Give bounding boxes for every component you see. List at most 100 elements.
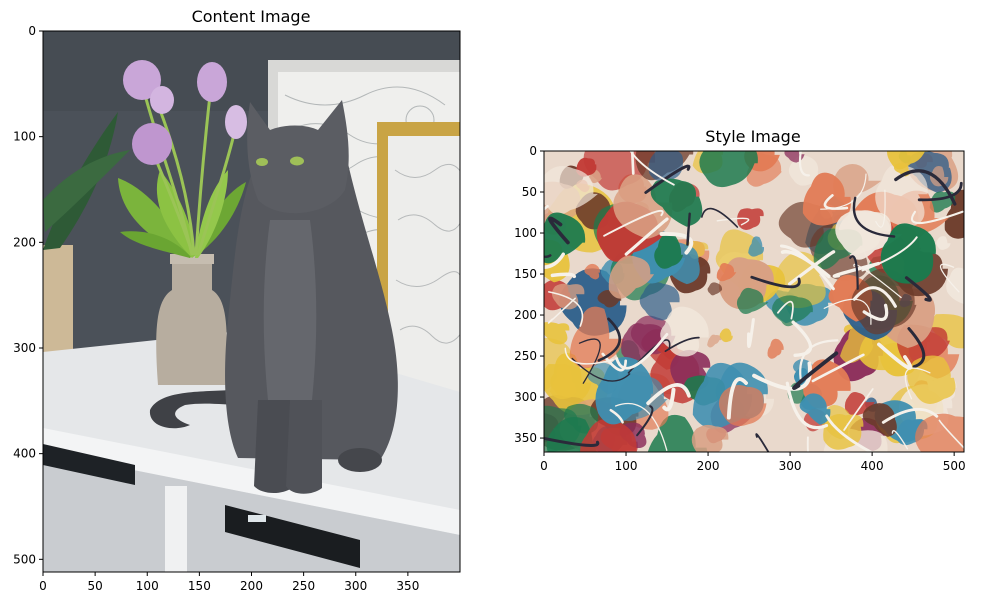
style-blob [584, 263, 600, 280]
tulips [123, 60, 247, 165]
style-x-tick-label: 200 [697, 459, 720, 473]
style-abstract-shapes [544, 151, 964, 452]
content-x-ticks: 0 50 100 150 200 250 300 350 [39, 572, 419, 593]
style-blob [691, 424, 729, 452]
style-stroke [662, 387, 676, 412]
style-stroke [862, 303, 889, 322]
style-blob [544, 166, 598, 215]
cat-tail [149, 390, 240, 429]
style-y-tick-label: 300 [514, 390, 537, 404]
style-stroke [852, 286, 897, 308]
style-y-tick-label: 0 [529, 144, 537, 158]
style-blob [544, 322, 570, 345]
style-stroke [785, 381, 829, 430]
style-blob [835, 210, 892, 255]
style-blob [936, 236, 951, 250]
style-blob [699, 151, 758, 188]
content-x-tick-label: 300 [344, 579, 367, 593]
style-blob [608, 255, 655, 299]
style-y-tick-label: 350 [514, 431, 537, 445]
cat [149, 100, 398, 494]
style-stroke [881, 407, 939, 424]
style-blob [930, 314, 964, 349]
style-blob [707, 334, 722, 348]
flower-leaves [118, 170, 246, 258]
style-blob [736, 287, 769, 315]
style-blob [915, 413, 964, 452]
style-blob [946, 267, 964, 305]
flower-stems [143, 94, 237, 256]
content-y-tick-label: 400 [13, 447, 36, 461]
style-y-tick-label: 200 [514, 308, 537, 322]
style-stroke [548, 216, 570, 245]
style-blob [851, 268, 917, 335]
style-stroke [664, 336, 700, 353]
content-y-tick-label: 0 [28, 24, 36, 38]
style-y-tick-label: 100 [514, 226, 537, 240]
cat-eye-right [290, 156, 304, 166]
style-stroke [646, 383, 691, 406]
cat-chest [263, 220, 317, 400]
style-blob [719, 328, 733, 343]
style-stroke [877, 342, 913, 370]
content-x-tick-label: 350 [396, 579, 419, 593]
style-stroke [603, 209, 664, 237]
style-stroke [726, 377, 748, 420]
style-stroke [597, 317, 622, 362]
style-stroke [823, 298, 872, 325]
content-x-tick-label: 100 [136, 579, 159, 593]
style-stroke [811, 353, 865, 383]
cat-leg-right [286, 400, 322, 494]
style-stroke [904, 276, 932, 302]
content-y-tick-label: 500 [13, 552, 36, 566]
style-y-tick-label: 150 [514, 267, 537, 281]
style-blob [833, 164, 882, 203]
content-axes: Content Image [13, 7, 461, 593]
style-axes: Style Image 0 100 200 300 400 500 0 50 100 150 20… [514, 127, 966, 473]
style-stroke [609, 408, 624, 424]
style-stroke [849, 255, 859, 290]
style-stroke [798, 151, 810, 177]
style-stroke [852, 196, 896, 238]
content-x-tick-label: 150 [188, 579, 211, 593]
content-y-ticks: 0 100 200 300 400 500 [13, 24, 43, 566]
style-stroke [544, 436, 600, 447]
style-blob [549, 364, 577, 400]
cat-eye-left [256, 158, 268, 166]
style-blob [595, 356, 654, 425]
vase [156, 258, 227, 385]
content-x-tick-label: 0 [39, 579, 47, 593]
style-stroke [752, 361, 812, 391]
style-y-tick-label: 250 [514, 349, 537, 363]
style-stroke [939, 263, 960, 293]
style-y-ticks: 0 50 100 150 200 250 300 350 [514, 144, 544, 445]
style-stroke [823, 194, 849, 210]
style-stroke [780, 249, 831, 279]
router-display [248, 515, 266, 522]
style-stroke [907, 327, 926, 369]
style-stroke [686, 212, 691, 246]
style-blob [862, 403, 897, 437]
style-x-tick-label: 0 [540, 459, 548, 473]
style-x-tick-label: 500 [943, 459, 966, 473]
content-image [43, 31, 460, 572]
desk-edge [43, 428, 460, 535]
style-stroke [544, 254, 552, 258]
vase-neck [170, 254, 214, 264]
style-stroke [777, 300, 794, 320]
style-stroke [792, 351, 839, 390]
style-blob [767, 338, 784, 359]
style-blob [737, 208, 764, 230]
style-stroke [891, 430, 909, 450]
style-blob [799, 393, 831, 425]
style-image [544, 151, 964, 452]
style-blob [788, 155, 819, 186]
style-blob [654, 233, 684, 269]
style-stroke [750, 275, 801, 289]
style-stroke [791, 320, 813, 357]
style-stroke [544, 252, 565, 269]
style-stroke [904, 367, 931, 400]
style-stroke [861, 236, 918, 272]
style-stroke [548, 291, 584, 327]
